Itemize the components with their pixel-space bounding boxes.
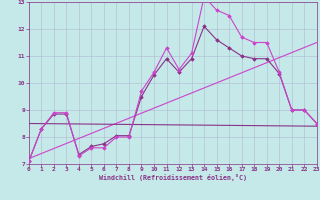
X-axis label: Windchill (Refroidissement éolien,°C): Windchill (Refroidissement éolien,°C)	[99, 174, 247, 181]
